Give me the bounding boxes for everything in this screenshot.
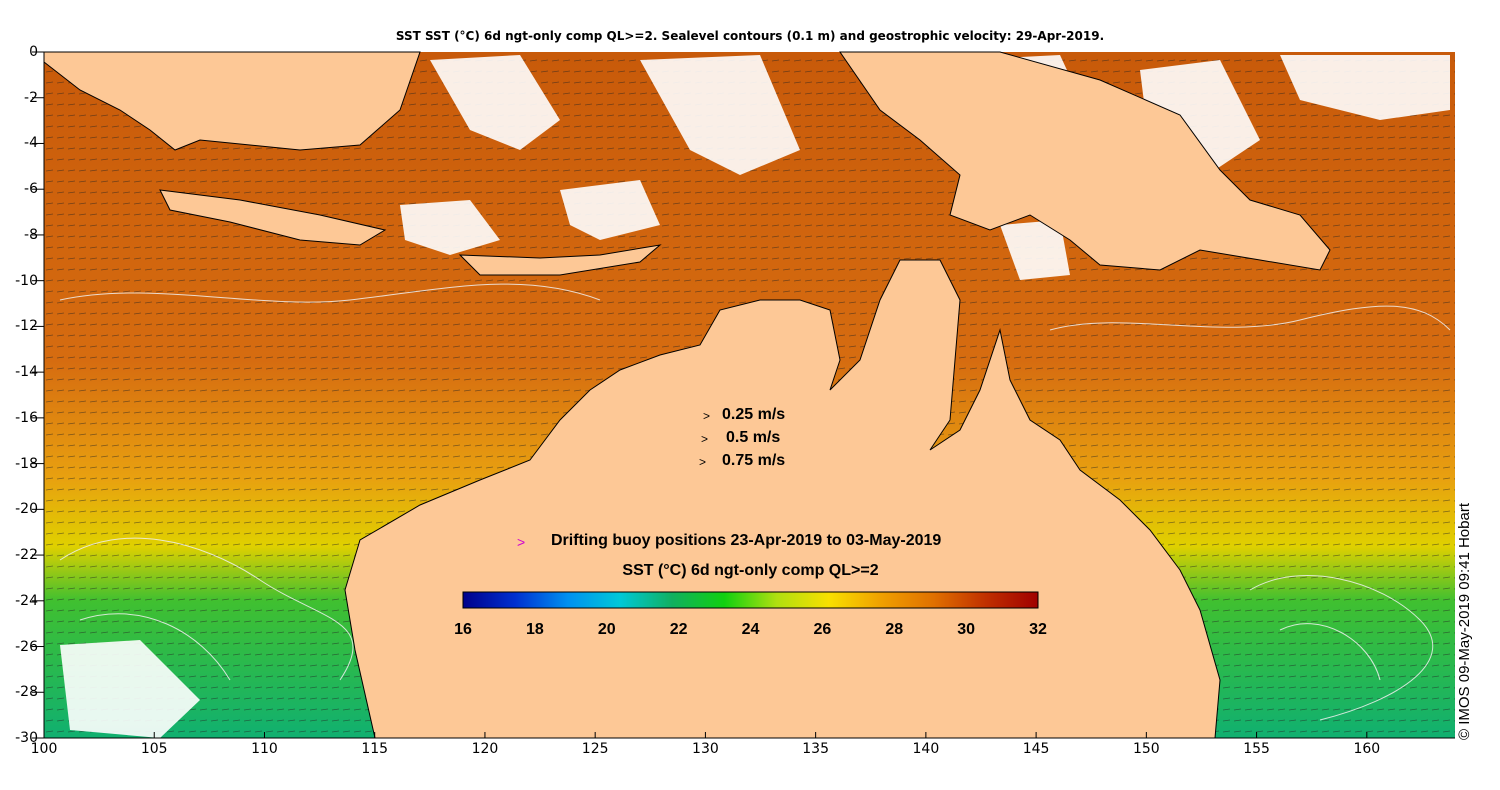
y-tick-label: -24 [15, 592, 38, 609]
x-tick-label: 140 [912, 741, 940, 757]
colorbar-title: SST (°C) 6d ngt-only comp QL>=2 [622, 562, 879, 579]
x-tick-label: 135 [802, 741, 829, 757]
map-title: SST SST (°C) 6d ngt-only comp QL>=2. Sea… [395, 29, 1105, 43]
land-java [159, 189, 387, 246]
y-tick-label: -2 [24, 89, 38, 106]
land [43, 51, 1331, 739]
x-tick-label: 155 [1243, 741, 1270, 757]
y-tick-label: -8 [24, 226, 38, 243]
colorbar-tick-label: 26 [813, 621, 832, 638]
velocity-arrow-small: > [703, 409, 711, 423]
x-tick-label: 125 [581, 741, 609, 757]
land-australia [344, 259, 1221, 739]
x-tick-label: 100 [30, 741, 58, 757]
tick-marks [32, 51, 1368, 739]
y-tick-label: -30 [15, 730, 38, 746]
y-tick-label: -18 [15, 455, 38, 472]
y-tick-label: -28 [15, 684, 38, 701]
velocity-legend-075: 0.75 m/s [722, 452, 786, 469]
x-tick-label: 120 [471, 741, 499, 757]
buoy-marker-icon: > [517, 534, 526, 550]
x-tick-label: 115 [361, 741, 389, 757]
colorbar-tick-label: 18 [525, 621, 544, 638]
y-tick-label: -4 [24, 135, 38, 152]
land-sunda [458, 244, 662, 276]
velocity-arrow-medium: > [701, 432, 709, 446]
y-tick-label: -6 [24, 181, 38, 198]
y-tick-label: -12 [15, 318, 38, 335]
colorbar-tick-label: 28 [885, 621, 904, 638]
credit-text: © IMOS 09-May-2019 09:41 Hobart [1456, 503, 1473, 740]
y-tick-label: -26 [15, 638, 38, 655]
land-new-guinea [839, 51, 1331, 271]
y-tick-label: 0 [29, 44, 38, 60]
colorbar-tick-label: 32 [1029, 621, 1047, 638]
colorbar-tick-label: 24 [741, 621, 760, 638]
y-tick-label: -20 [15, 501, 38, 518]
y-tick-label: -10 [15, 272, 38, 289]
x-tick-label: 145 [1022, 741, 1050, 757]
colorbar-tick-label: 20 [597, 621, 616, 638]
y-tick-label: -14 [15, 364, 38, 381]
y-tick-label: -22 [15, 547, 38, 564]
colorbar-tick-label: 22 [669, 621, 688, 638]
x-tick-label: 150 [1132, 741, 1160, 757]
colorbar-tick-label: 16 [454, 621, 472, 638]
buoy-legend-label: Drifting buoy positions 23-Apr-2019 to 0… [551, 532, 942, 549]
x-tick-label: 110 [251, 741, 278, 757]
colorbar-tick-label: 30 [957, 621, 976, 638]
velocity-arrow-large: > [699, 455, 707, 469]
x-tick-label: 105 [140, 741, 168, 757]
y-tick-label: -16 [15, 409, 38, 426]
x-tick-label: 160 [1353, 741, 1381, 757]
land-sumatra [43, 51, 421, 151]
velocity-legend-025: 0.25 m/s [722, 406, 786, 423]
axis-frame [43, 52, 1455, 739]
sealevel-contours [59, 283, 1451, 721]
colorbar [462, 591, 1039, 609]
x-tick-label: 130 [692, 741, 719, 757]
velocity-legend-05: 0.5 m/s [726, 429, 781, 446]
